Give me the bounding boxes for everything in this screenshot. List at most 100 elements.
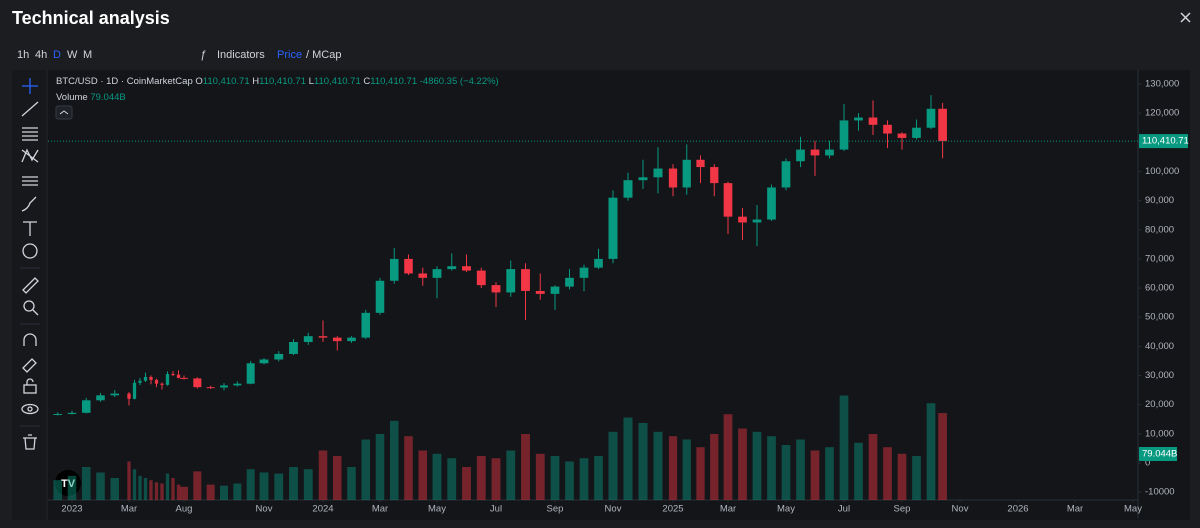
volume-bar <box>506 450 516 500</box>
close-button[interactable] <box>1178 10 1194 26</box>
volume-bar <box>752 431 762 500</box>
candle-body <box>447 266 457 270</box>
volume-bar <box>81 467 91 500</box>
volume-tag <box>1139 447 1177 461</box>
window-title: Technical analysis <box>12 8 170 28</box>
candle-body <box>897 133 907 138</box>
candle-body <box>81 400 91 413</box>
plot <box>53 95 947 500</box>
toolbar-separators <box>20 267 40 427</box>
y-tick-label: 130,000 <box>1145 79 1179 90</box>
volume-tag-label: 79.044B <box>1142 449 1177 460</box>
volume-bar <box>723 414 733 500</box>
candle-body <box>462 266 471 271</box>
candle-body <box>521 269 530 291</box>
volume-bar <box>375 434 385 500</box>
volume-bar <box>682 439 691 500</box>
close-value: 110,410.71 <box>370 76 418 87</box>
volume-bar <box>565 461 574 500</box>
y-tick-label: 60,000 <box>1145 283 1174 294</box>
candle-body <box>723 183 733 217</box>
interval-button[interactable]: M <box>83 49 93 61</box>
candle-body <box>653 168 663 178</box>
collapse-icon <box>59 110 69 115</box>
volume-bar <box>912 456 921 500</box>
collapse-button[interactable] <box>55 105 73 120</box>
candle-body <box>535 290 545 294</box>
volume-bar <box>491 458 501 500</box>
tv-logo: TV <box>55 470 81 496</box>
x-tick-label: 2024 <box>312 504 333 515</box>
volume-bar <box>127 461 131 500</box>
volume-bar <box>938 413 947 500</box>
candle-body <box>796 149 805 162</box>
interval-button[interactable]: 4h <box>35 49 48 61</box>
volume-bar <box>579 458 589 500</box>
top-toolbar: 1h 4h D W M ƒ Indicators Price / MCap <box>10 44 1190 68</box>
x-tick-label: May <box>1124 504 1142 515</box>
interval-button[interactable]: W <box>67 49 78 61</box>
x-tick-label: Mar <box>372 504 388 515</box>
change-pct: (−4.22%) <box>459 76 499 87</box>
volume-bar <box>180 486 188 500</box>
candle-body <box>318 336 328 338</box>
volume-bar <box>149 480 153 500</box>
x-tick-label: Nov <box>952 504 969 515</box>
candle-body <box>110 393 120 396</box>
candle-body <box>938 108 947 142</box>
volume-bar <box>594 456 603 500</box>
volume-bar <box>318 450 328 500</box>
volume-bar <box>418 450 428 500</box>
volume-value: 79.044B <box>90 92 126 103</box>
candle-body <box>138 380 142 383</box>
volume-bar <box>259 472 269 500</box>
candle-body <box>206 387 215 389</box>
indicators-button[interactable]: Indicators <box>217 49 265 61</box>
candle-body <box>143 376 148 381</box>
volume-bar <box>781 445 791 500</box>
volume-bar <box>653 431 663 500</box>
candle-body <box>608 197 618 259</box>
candle-body <box>491 285 501 293</box>
volume-bar <box>868 434 878 500</box>
candle-body <box>171 374 175 376</box>
volume-bar <box>696 447 705 500</box>
x-tick-label: Jul <box>838 504 850 515</box>
candle-body <box>67 412 77 414</box>
volume-bar <box>623 417 633 500</box>
volume-bar <box>462 467 471 500</box>
candle-body <box>767 187 776 220</box>
candle-body <box>361 312 371 338</box>
open-value: 110,410.71 <box>202 76 250 87</box>
volume-bar <box>53 480 63 500</box>
candle-body <box>506 269 516 293</box>
y-tick-label: 70,000 <box>1145 253 1174 264</box>
candle-body <box>926 108 936 128</box>
volume-bar <box>274 473 284 500</box>
mcap-toggle[interactable]: / MCap <box>306 49 342 61</box>
volume-bar <box>810 450 820 500</box>
candle-body <box>565 277 574 287</box>
y-tick-label: 30,000 <box>1145 370 1174 381</box>
interval-button[interactable]: D <box>53 49 61 61</box>
candle-body <box>53 414 63 415</box>
x-tick-label: Aug <box>176 504 193 515</box>
high-key: H <box>252 76 260 87</box>
candle-body <box>180 377 188 379</box>
change: -4860.35 <box>419 76 458 87</box>
x-tick-label: 2025 <box>662 504 683 515</box>
candle-body <box>160 383 164 385</box>
candle-body <box>594 258 603 268</box>
candle-body <box>259 359 269 364</box>
volume-bar <box>361 439 371 500</box>
candle-body <box>710 167 719 184</box>
candle-body <box>154 379 159 384</box>
interval-button[interactable]: 1h <box>17 49 30 61</box>
drawing-tools[interactable] <box>21 78 39 450</box>
price-toggle[interactable]: Price <box>277 49 303 61</box>
candle-body <box>303 336 313 342</box>
candle-body <box>274 353 284 360</box>
last-price-label: 110,410.71 <box>1142 136 1189 147</box>
volume-bar <box>233 483 242 500</box>
